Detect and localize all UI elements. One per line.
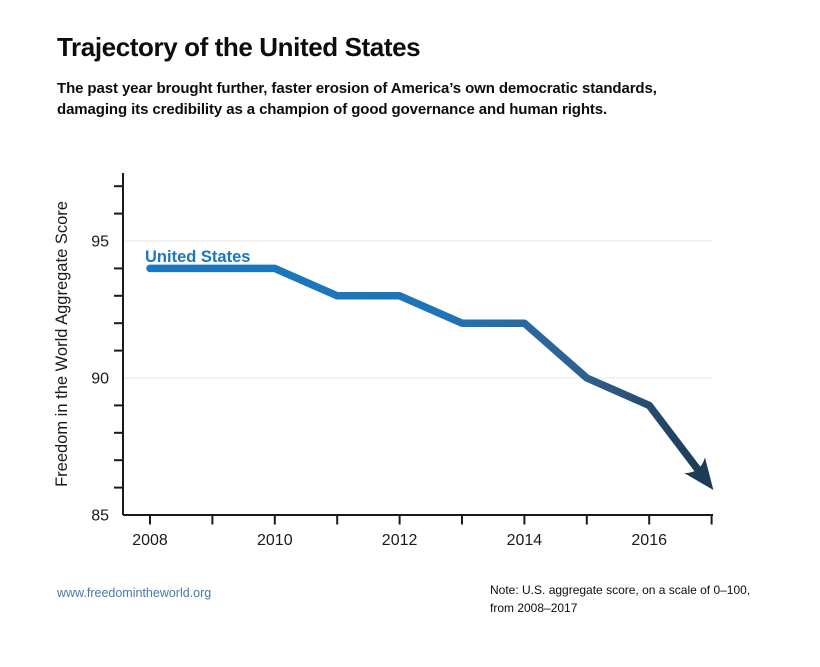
- website-link[interactable]: www.freedomintheworld.org: [57, 586, 212, 600]
- y-tick-label: 90: [91, 371, 109, 388]
- y-tick-label: 85: [91, 508, 109, 525]
- us-score-trend-line: [146, 264, 714, 490]
- subtitle-line-2: damaging its credibility as a champion o…: [57, 101, 608, 118]
- x-tick-label: 2010: [257, 532, 293, 549]
- chart-axes-and-series: 85 90 95 2008 2010 2012 2014 2016: [91, 173, 714, 549]
- x-tick-label: 2016: [631, 532, 667, 549]
- line-chart: 85 90 95 2008 2010 2012 2014 2016 Freedom in th…: [53, 173, 714, 549]
- page-title: Trajectory of the United States: [57, 32, 421, 62]
- x-tick-label: 2012: [382, 532, 418, 549]
- y-axis-title: Freedom in the World Aggregate Score: [53, 201, 71, 487]
- note-line-2: from 2008–2017: [490, 601, 578, 615]
- series-label-united-states: United States: [145, 248, 250, 266]
- subtitle-line-1: The past year brought further, faster er…: [57, 80, 657, 97]
- y-tick-label: 95: [91, 234, 109, 251]
- x-tick-label: 2014: [507, 532, 543, 549]
- x-tick-label: 2008: [132, 532, 168, 549]
- subtitle: The past year brought further, faster er…: [57, 78, 657, 120]
- note-line-1: Note: U.S. aggregate score, on a scale o…: [490, 583, 751, 597]
- chart-note: Note: U.S. aggregate score, on a scale o…: [490, 581, 750, 617]
